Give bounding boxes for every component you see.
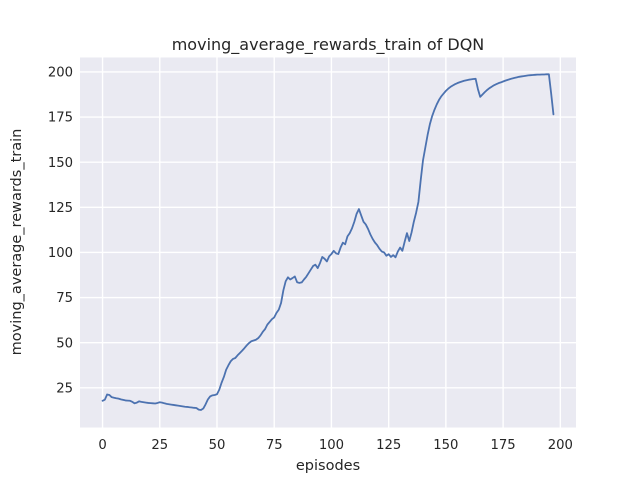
x-tick-label: 25 [151, 438, 168, 453]
y-tick-label: 150 [48, 156, 73, 171]
x-tick-label: 100 [319, 438, 344, 453]
x-tick-label: 200 [548, 438, 573, 453]
y-axis-label: moving_average_rewards_train [9, 129, 25, 356]
plot-area [80, 57, 576, 428]
y-tick-label: 125 [48, 201, 73, 216]
y-tick-label: 100 [48, 246, 73, 261]
series-layer [101, 73, 555, 411]
tick-layer: 0 25 50 75 100 125 150 175 200 25 50 75 100 125 150 175… [48, 66, 573, 453]
series-line [101, 73, 555, 411]
x-tick-label: 75 [266, 438, 283, 453]
chart-title: moving_average_rewards_train of DQN [172, 35, 485, 55]
x-tick-label: 175 [491, 438, 516, 453]
y-tick-label: 200 [48, 66, 73, 81]
x-tick-label: 0 [98, 438, 106, 453]
x-axis-label: episodes [296, 458, 360, 474]
y-tick-label: 75 [56, 291, 73, 306]
x-tick-label: 125 [376, 438, 401, 453]
y-tick-label: 25 [56, 381, 73, 396]
grid-layer [80, 57, 576, 428]
y-tick-label: 50 [56, 336, 73, 351]
x-tick-label: 150 [433, 438, 458, 453]
y-tick-label: 175 [48, 111, 73, 126]
x-tick-label: 50 [209, 438, 226, 453]
